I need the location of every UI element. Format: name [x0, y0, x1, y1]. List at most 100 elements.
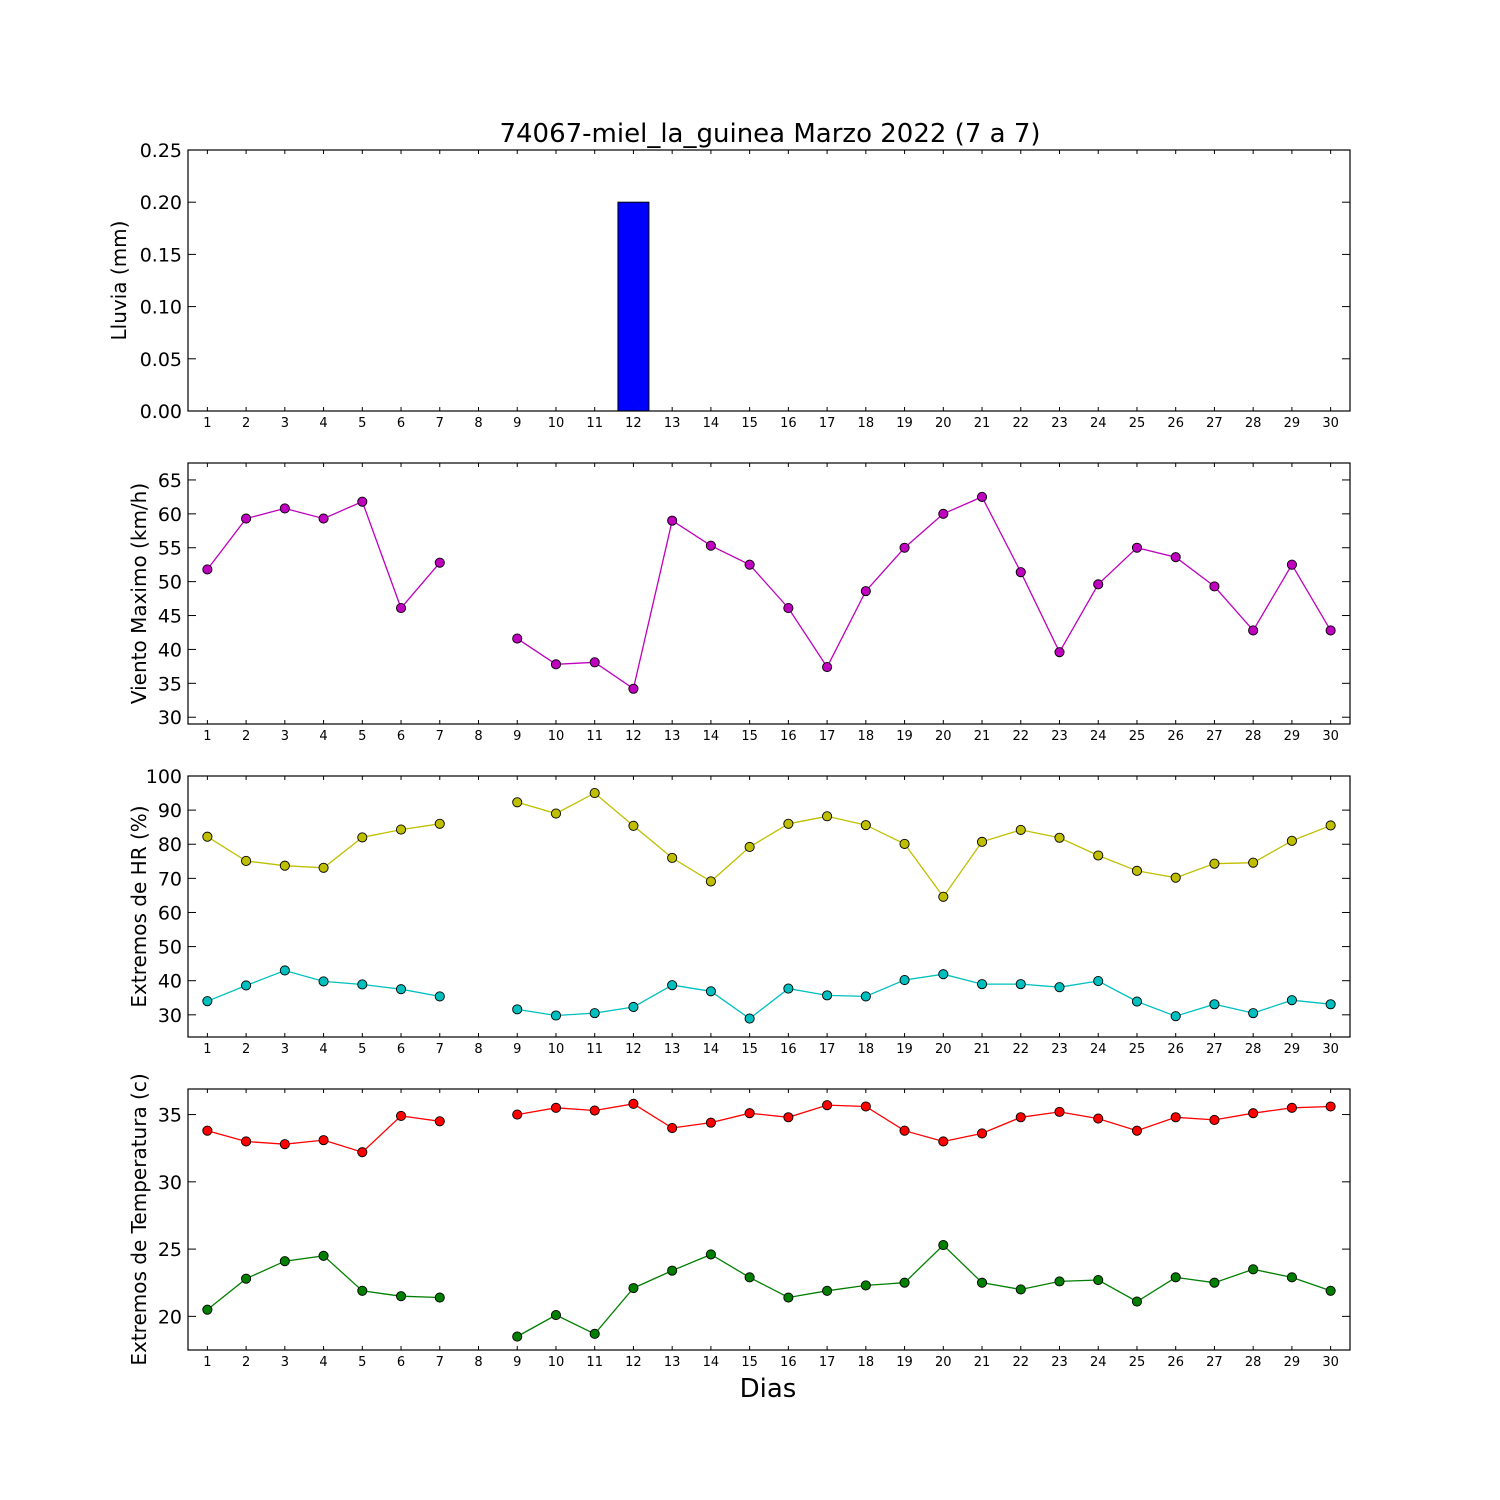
hr-xtick-label-10: 10: [548, 1042, 565, 1057]
hr-series-1-point-day-21: [976, 979, 988, 990]
lluvia-xtick-label-1: 1: [203, 416, 211, 431]
subplot-lluvia: 0.000.050.100.150.200.251 2 3 4 5 6 7 8 9 10 11 12 1…: [107, 140, 1351, 431]
hr-series-1-point-day-27: [1209, 999, 1220, 1010]
figure-title: 74067-miel_la_guinea Marzo 2022 (7 a 7): [499, 119, 1040, 149]
viento-xtick-label-9: 9: [513, 729, 521, 744]
viento-series-0-point-day-13: [667, 515, 678, 526]
hr-xtick-label-15: 15: [741, 1042, 758, 1057]
temperatura-xtick-label-23: 23: [1051, 1355, 1068, 1370]
hr-series-0-point-day-23: [1054, 832, 1065, 843]
temperatura-series-1-point-day-26: [1170, 1272, 1181, 1283]
temperatura-ytick-label-2: 30: [158, 1172, 182, 1194]
hr-xtick-label-9: 9: [513, 1042, 521, 1057]
hr-xtick-label-7: 7: [436, 1042, 444, 1057]
viento-series-0-point-day-1: [202, 564, 213, 575]
hr-xtick-label-26: 26: [1167, 1042, 1184, 1057]
temperatura-series-1-point-day-5: [357, 1285, 368, 1296]
temperatura-series-0-point-day-16: [783, 1112, 794, 1123]
lluvia-xtick-label-5: 5: [358, 416, 366, 431]
viento-ytick-label-6: 60: [158, 504, 182, 526]
hr-y-axis-label: Extremos de HR (%): [127, 805, 151, 1007]
temperatura-series-0-point-day-1: [202, 1125, 213, 1136]
lluvia-xtick-label-17: 17: [819, 416, 836, 431]
temperatura-xtick-label-5: 5: [358, 1355, 366, 1370]
lluvia-xtick-label-11: 11: [586, 416, 603, 431]
viento-xtick-label-8: 8: [474, 729, 482, 744]
hr-series-0-point-day-14: [705, 876, 716, 887]
hr-series-0-point-day-6: [395, 824, 407, 835]
viento-ytick-label-0: 30: [158, 707, 182, 729]
hr-series-0-point-day-2: [241, 855, 252, 867]
temperatura-series-0-point-day-15: [744, 1108, 755, 1119]
temperatura-series-1-point-day-14: [705, 1249, 716, 1260]
temperatura-y-axis-label: Extremos de Temperatura (c): [127, 1073, 151, 1365]
temperatura-xtick-label-24: 24: [1090, 1355, 1107, 1370]
hr-xtick-label-1: 1: [203, 1042, 211, 1057]
viento-xtick-label-30: 30: [1322, 729, 1339, 744]
lluvia-ytick-label-5: 0.25: [140, 140, 182, 162]
viento-xtick-label-28: 28: [1245, 729, 1262, 744]
temperatura-series-0-point-day-13: [667, 1122, 678, 1134]
hr-ytick-label-2: 50: [158, 937, 182, 959]
hr-series-1-point-day-15: [744, 1013, 755, 1024]
hr-series-1-point-day-3: [279, 965, 290, 976]
hr-series-0-point-day-18: [860, 820, 871, 831]
viento-xtick-label-19: 19: [896, 729, 913, 744]
hr-series-0-point-day-13: [667, 852, 678, 863]
hr-series-0-point-day-1: [202, 831, 213, 842]
hr-xtick-label-19: 19: [896, 1042, 913, 1057]
temperatura-xtick-label-8: 8: [474, 1355, 482, 1370]
viento-ytick-label-3: 45: [158, 606, 182, 628]
temperatura-xtick-label-22: 22: [1012, 1355, 1029, 1370]
lluvia-xtick-label-24: 24: [1090, 416, 1107, 431]
temperatura-series-0-point-day-23: [1054, 1106, 1065, 1117]
hr-ytick-label-6: 90: [158, 800, 182, 822]
hr-series-0-point-day-4: [318, 862, 329, 873]
temperatura-xtick-label-6: 6: [397, 1355, 405, 1370]
viento-series-0-point-day-12: [628, 683, 639, 694]
hr-xtick-label-17: 17: [819, 1042, 836, 1057]
temperatura-series-0-point-day-9: [512, 1109, 523, 1120]
hr-series-1-point-day-6: [395, 984, 407, 995]
hr-series-1-point-day-18: [860, 991, 871, 1002]
hr-series-0-point-day-22: [1015, 824, 1026, 835]
hr-series-0-point-day-16: [783, 818, 794, 829]
temperatura-series-1-point-day-9: [512, 1331, 523, 1342]
lluvia-y-axis-label: Lluvia (mm): [107, 221, 131, 341]
lluvia-xtick-label-10: 10: [548, 416, 565, 431]
temperatura-series-0-point-day-30: [1325, 1101, 1336, 1112]
temperatura-xtick-label-25: 25: [1129, 1355, 1146, 1370]
hr-series-1-point-day-24: [1093, 975, 1104, 987]
hr-series-0-point-day-19: [899, 838, 910, 849]
temperatura-series-0-point-day-4: [318, 1135, 329, 1146]
viento-xtick-label-10: 10: [548, 729, 565, 744]
lluvia-xtick-label-6: 6: [397, 416, 405, 431]
hr-series-0-point-day-5: [357, 832, 368, 843]
viento-xtick-label-12: 12: [625, 729, 642, 744]
hr-xtick-label-29: 29: [1284, 1042, 1301, 1057]
viento-xtick-label-6: 6: [397, 729, 405, 744]
hr-xtick-label-12: 12: [625, 1042, 642, 1057]
viento-series-0-point-day-5: [357, 496, 368, 507]
viento-ytick-label-4: 50: [158, 572, 182, 594]
hr-series-0-point-day-17: [822, 811, 833, 822]
viento-series-0-point-day-3: [279, 503, 290, 514]
lluvia-xtick-label-13: 13: [664, 416, 681, 431]
hr-series-0-point-day-3: [279, 860, 290, 871]
hr-series-1-point-day-5: [357, 979, 368, 990]
hr-xtick-label-13: 13: [664, 1042, 681, 1057]
hr-series-1-point-day-13: [667, 980, 678, 991]
viento-series-0-point-day-9: [512, 633, 523, 644]
temperatura-xtick-label-14: 14: [703, 1355, 720, 1370]
temperatura-series-1-point-day-7: [434, 1292, 445, 1303]
viento-xtick-label-1: 1: [203, 729, 211, 744]
hr-axes-frame: [187, 775, 1351, 1038]
hr-series-0-point-day-9: [512, 797, 523, 808]
temperatura-series-0-point-day-2: [241, 1136, 252, 1147]
hr-series-0-point-day-27: [1209, 858, 1220, 869]
viento-xtick-label-29: 29: [1284, 729, 1301, 744]
